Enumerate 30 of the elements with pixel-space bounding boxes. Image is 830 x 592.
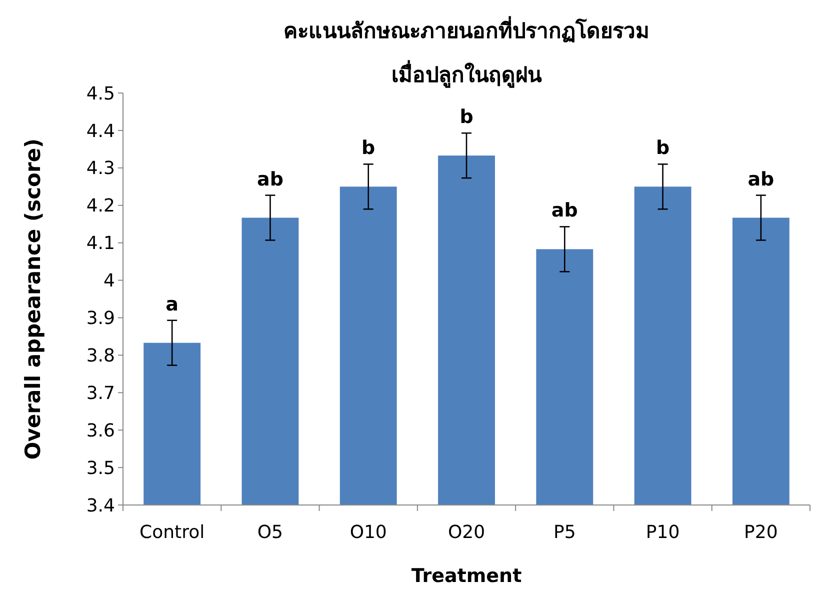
annotation: a bbox=[166, 293, 178, 316]
x-tick-label: Control bbox=[140, 522, 205, 543]
chart-title: คะแนนลักษณะภายนอกที่ปรากฏโดยรวม bbox=[284, 15, 650, 43]
annotation: ab bbox=[551, 200, 578, 222]
y-tick-label: 4.5 bbox=[86, 83, 115, 104]
y-axis-title: Overall appearance (score) bbox=[21, 138, 45, 460]
y-tick-label: 3.5 bbox=[86, 458, 115, 479]
y-tick-label: 4.1 bbox=[86, 233, 115, 254]
annotation: ab bbox=[257, 168, 284, 190]
y-tick-label: 3.9 bbox=[86, 308, 115, 330]
x-tick-label: O20 bbox=[448, 522, 486, 543]
x-tick-label: O5 bbox=[257, 522, 284, 543]
y-tick-label: 4.2 bbox=[86, 196, 115, 217]
annotation: ab bbox=[748, 168, 774, 190]
annotation: b bbox=[656, 137, 670, 160]
annotation: b bbox=[362, 137, 376, 160]
y-tick-label: 3.7 bbox=[86, 382, 115, 404]
y-tick-label: 4 bbox=[104, 270, 115, 292]
y-tick-label: 3.6 bbox=[86, 420, 115, 442]
x-tick-label: O10 bbox=[350, 522, 387, 543]
y-tick-label: 4.4 bbox=[86, 120, 115, 142]
y-tick-label: 4.3 bbox=[86, 158, 115, 180]
x-tick-label: P5 bbox=[553, 522, 576, 543]
x-tick-label: P20 bbox=[744, 522, 778, 543]
y-tick-label: 3.8 bbox=[86, 345, 115, 366]
annotation: b bbox=[460, 106, 474, 128]
chart-subtitle: เมื่อปลูกในฤดูฝน bbox=[392, 59, 542, 89]
x-axis-title: Treatment bbox=[411, 565, 522, 587]
x-tick-label: P10 bbox=[646, 522, 680, 543]
y-tick-label: 3.4 bbox=[86, 495, 115, 516]
